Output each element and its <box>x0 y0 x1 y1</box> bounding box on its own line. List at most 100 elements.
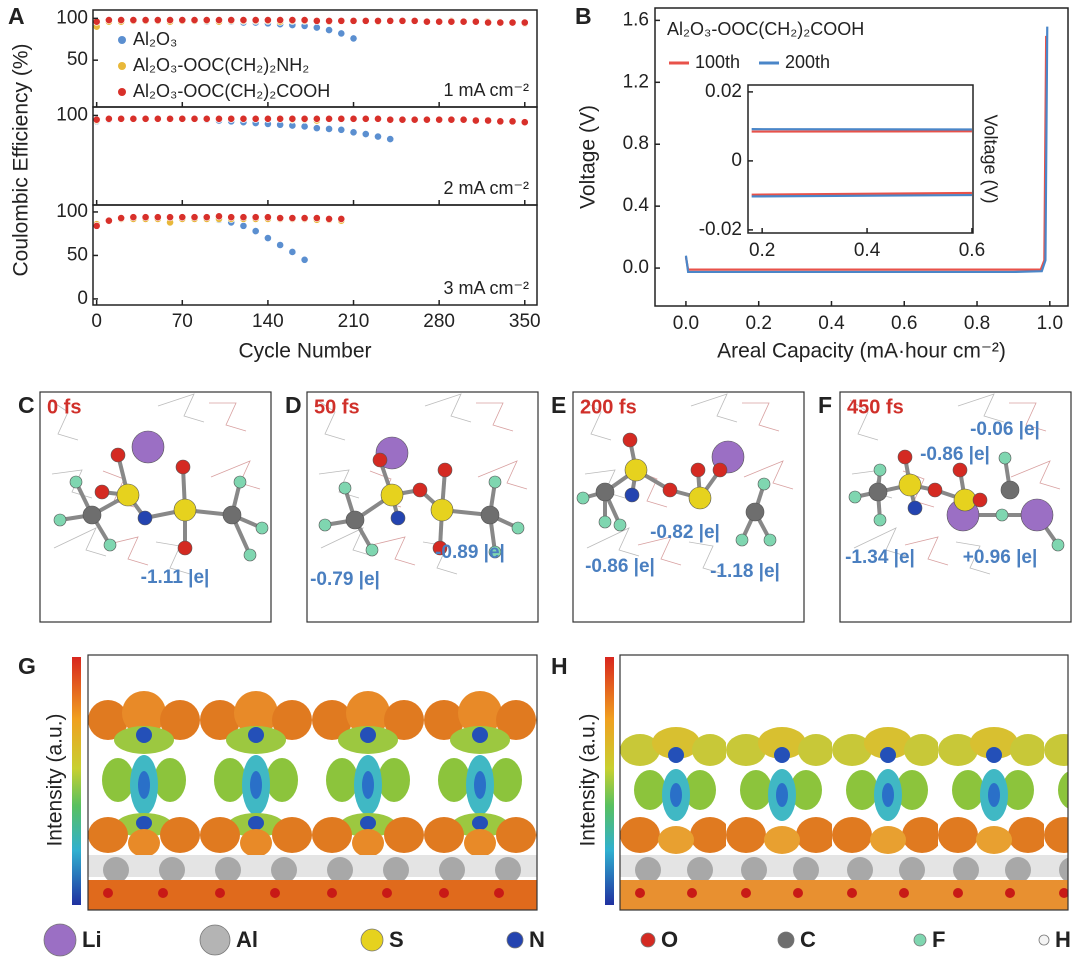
atom <box>873 463 887 477</box>
atom <box>622 432 638 448</box>
x-tick-label: 0.6 <box>959 240 985 261</box>
atom <box>437 462 453 478</box>
data-point <box>153 114 162 123</box>
solvent-wire <box>209 402 247 432</box>
data-point <box>325 16 333 25</box>
atom <box>430 498 454 522</box>
charge-label: +0.96 |e| <box>963 547 1038 568</box>
charge-label: -0.82 |e| <box>650 522 720 543</box>
charge-label: -1.34 |e| <box>845 547 915 568</box>
data-point <box>92 17 101 26</box>
snapshot-frame <box>572 391 805 623</box>
legend-marker <box>118 88 126 96</box>
atom <box>907 500 923 516</box>
data-point <box>276 114 285 123</box>
atom <box>137 510 153 526</box>
legend-atom <box>1038 934 1050 946</box>
atom <box>69 475 83 489</box>
atom <box>480 505 500 525</box>
data-point <box>447 17 456 26</box>
legend-label: S <box>389 927 404 952</box>
data-point <box>337 215 346 223</box>
y-tick-label: 0.4 <box>623 195 650 216</box>
atom <box>624 487 640 503</box>
solvent-wire <box>371 536 416 566</box>
y-tick-label: 0 <box>731 150 742 171</box>
solvent-wire <box>637 536 682 566</box>
data-point <box>288 16 297 24</box>
data-point <box>386 135 395 144</box>
data-point <box>312 23 321 32</box>
data-point <box>520 18 529 27</box>
data-point <box>117 16 126 24</box>
data-point <box>471 116 480 125</box>
solvent-wire <box>688 541 724 575</box>
data-point <box>129 16 138 24</box>
data-point <box>508 117 517 126</box>
annotation: 3 mA cm⁻² <box>443 278 529 298</box>
atom <box>412 482 428 498</box>
atom <box>372 452 388 468</box>
atom <box>116 483 140 507</box>
legend-atom <box>777 931 795 949</box>
panel-letter: G <box>18 653 36 679</box>
y-tick-label: 100 <box>56 104 88 125</box>
solvent-wire <box>586 527 640 557</box>
atom <box>598 515 612 529</box>
x-tick-label: 0.4 <box>818 313 845 334</box>
data-point <box>178 114 187 123</box>
atom <box>432 540 448 556</box>
y-tick-label: 1.6 <box>623 9 649 30</box>
data-point <box>227 213 236 222</box>
legend-label: 100th <box>695 52 740 72</box>
data-point <box>129 114 138 123</box>
data-point <box>361 114 370 123</box>
solvent-wire <box>853 527 907 557</box>
data-point <box>239 221 248 230</box>
legend-label: H <box>1055 927 1071 952</box>
charge-label: -1.18 |e| <box>710 561 780 582</box>
x-tick-label: 210 <box>338 311 370 332</box>
data-point <box>129 213 138 222</box>
x-tick-label: 0.6 <box>891 313 917 334</box>
data-point <box>153 213 162 222</box>
density-map <box>87 654 538 911</box>
solvent-wire <box>53 527 107 557</box>
legend-atom <box>43 923 77 957</box>
solvent-wire <box>476 402 514 432</box>
data-point <box>166 114 174 123</box>
data-line <box>684 35 1048 271</box>
atom <box>488 545 502 559</box>
data-point <box>92 221 101 230</box>
y-tick-label: 100 <box>56 201 88 222</box>
charge-label: -1.11 |e| <box>141 567 210 588</box>
atom <box>745 502 765 522</box>
panel-letter: E <box>551 392 566 418</box>
atom <box>177 540 193 556</box>
atom <box>318 518 332 532</box>
legend-label: Li <box>82 927 102 952</box>
solvent-wire <box>49 399 79 441</box>
data-point <box>178 213 187 222</box>
panel-letter: D <box>285 392 302 418</box>
atom <box>868 482 888 502</box>
legend-label: C <box>800 927 816 952</box>
data-point <box>300 16 309 24</box>
data-point <box>349 128 358 137</box>
legend-label: Al <box>236 927 258 952</box>
solvent-wire <box>155 541 191 575</box>
solvent-wire <box>1010 460 1061 490</box>
solvent-wire <box>955 541 991 575</box>
data-point <box>410 115 419 124</box>
data-point <box>215 212 223 221</box>
data-point <box>264 213 272 222</box>
charge-label: -0.79 |e| <box>310 569 380 590</box>
legend-label: N <box>529 927 545 952</box>
data-point <box>374 114 382 123</box>
atom <box>576 491 590 505</box>
atom <box>952 462 968 478</box>
legend-label: O <box>661 927 678 952</box>
data-point <box>300 114 309 123</box>
atom <box>255 521 269 535</box>
data-point <box>484 18 492 27</box>
